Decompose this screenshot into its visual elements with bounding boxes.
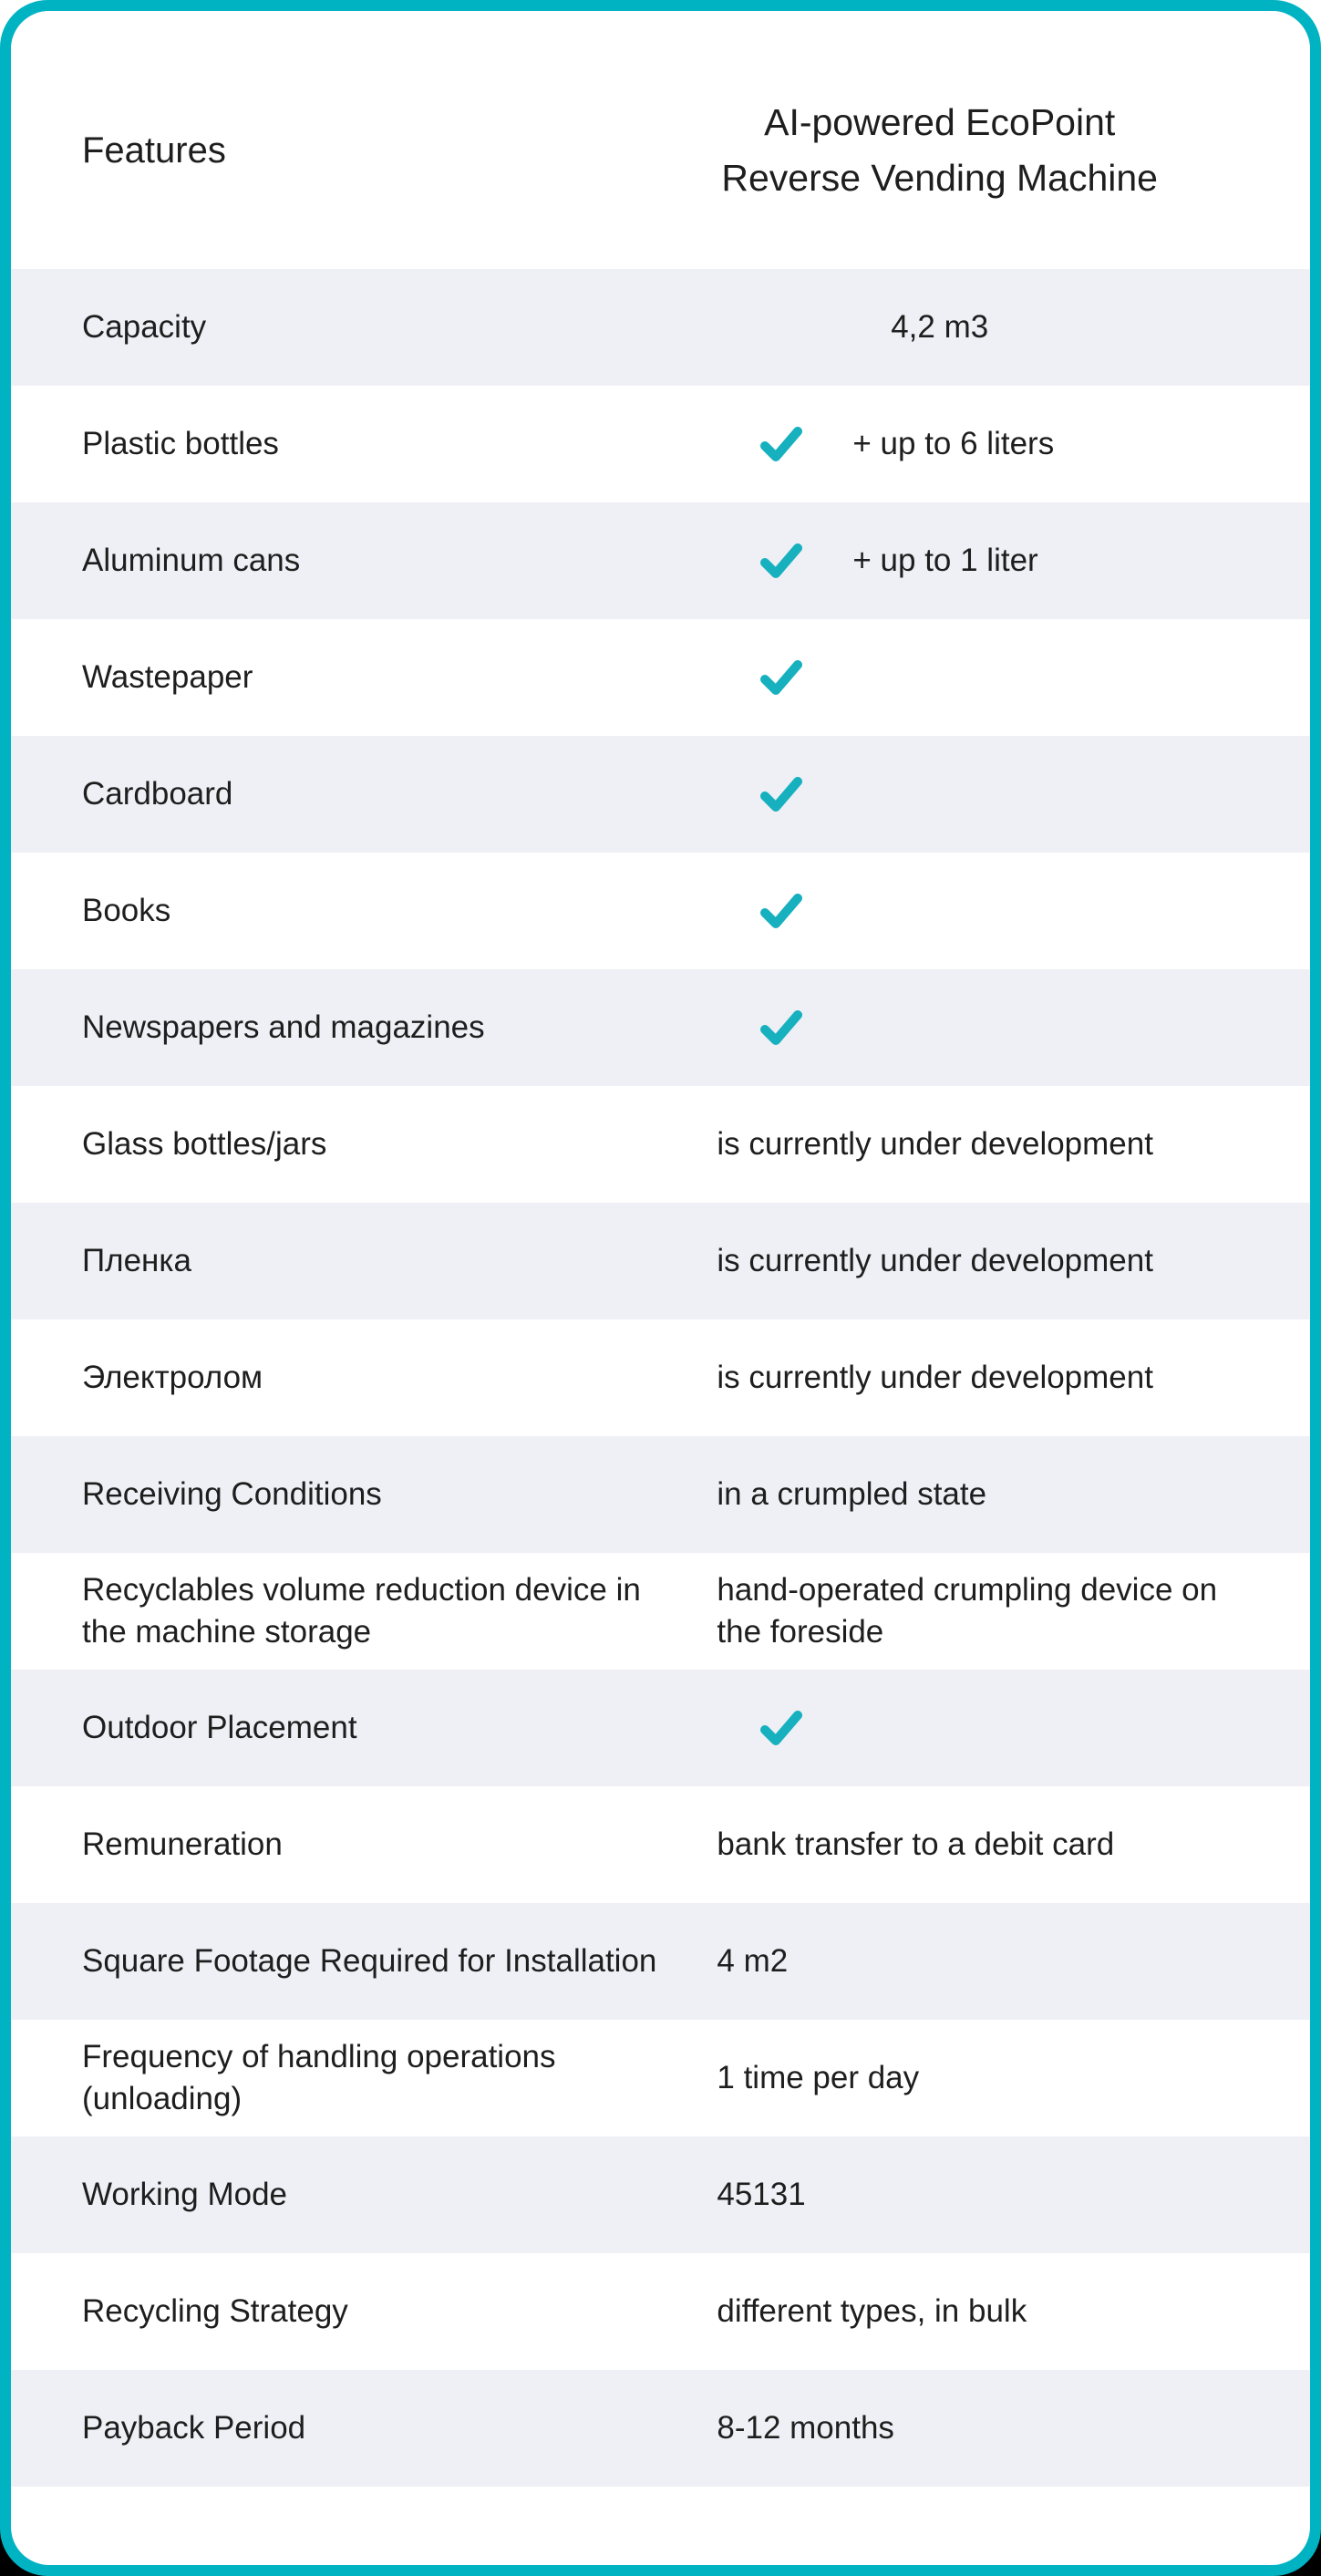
- feature-value-text: is currently under development: [717, 1126, 1153, 1162]
- feature-name: Recyclables volume reduction device in t…: [82, 1572, 641, 1650]
- table-row: Remuneration bank transfer to a debit ca…: [11, 1786, 1310, 1903]
- feature-value: + up to 1 liter: [706, 540, 1310, 582]
- feature-value: + up to 6 liters: [706, 423, 1310, 465]
- feature-value: 45131: [706, 2174, 1310, 2216]
- feature-value-text: + up to 6 liters: [852, 426, 1055, 461]
- feature-value: different types, in bulk: [706, 2291, 1310, 2333]
- feature-value: is currently under development: [706, 1240, 1310, 1282]
- feature-table-body: Capacity 4,2 m3 Plastic bottles + up to …: [11, 269, 1310, 2487]
- check-icon: [760, 1009, 803, 1046]
- check-icon: [760, 1710, 803, 1746]
- feature-name: Cardboard: [82, 776, 233, 812]
- feature-value-text: different types, in bulk: [717, 2293, 1027, 2329]
- table-row: Receiving Conditions in a crumpled state: [11, 1436, 1310, 1553]
- table-row: Пленка is currently under development: [11, 1203, 1310, 1319]
- feature-value: 4 m2: [706, 1940, 1310, 1982]
- feature-value-text: + up to 1 liter: [852, 543, 1038, 578]
- table-row: Recyclables volume reduction device in t…: [11, 1553, 1310, 1670]
- feature-value-text: 45131: [717, 2177, 806, 2212]
- check-icon: [760, 543, 803, 579]
- product-column-header: AI-powered EcoPoint Reverse Vending Mach…: [706, 95, 1310, 206]
- table-row: Capacity 4,2 m3: [11, 269, 1310, 386]
- table-row: Plastic bottles + up to 6 liters: [11, 386, 1310, 502]
- feature-value: 4,2 m3: [706, 306, 1310, 348]
- table-row: Square Footage Required for Installation…: [11, 1903, 1310, 2020]
- feature-name: Newspapers and magazines: [82, 1009, 485, 1045]
- feature-value: hand-operated crumpling device on the fo…: [706, 1569, 1310, 1653]
- feature-value: 1 time per day: [706, 2057, 1310, 2099]
- feature-name: Books: [82, 893, 171, 928]
- feature-value: bank transfer to a debit card: [706, 1824, 1310, 1866]
- feature-value-text: 8-12 months: [717, 2410, 894, 2446]
- feature-value-text: 4 m2: [717, 1943, 789, 1979]
- feature-name: Электролом: [82, 1360, 263, 1395]
- table-row: Books: [11, 853, 1310, 969]
- features-column-header: Features: [82, 129, 226, 171]
- feature-name: Payback Period: [82, 2410, 306, 2446]
- table-row: Электролом is currently under developmen…: [11, 1319, 1310, 1436]
- feature-name: Frequency of handling operations (unload…: [82, 2039, 556, 2116]
- feature-value-text: is currently under development: [717, 1243, 1153, 1278]
- feature-value: is currently under development: [706, 1123, 1310, 1165]
- feature-name: Capacity: [82, 309, 207, 345]
- table-row: Aluminum cans + up to 1 liter: [11, 502, 1310, 619]
- feature-name: Remuneration: [82, 1826, 283, 1862]
- table-row: Wastepaper: [11, 619, 1310, 736]
- table-row: Frequency of handling operations (unload…: [11, 2020, 1310, 2136]
- feature-value-text: 1 time per day: [717, 2060, 920, 2095]
- check-icon: [760, 776, 803, 812]
- feature-value: [706, 659, 1310, 696]
- table-row: Glass bottles/jars is currently under de…: [11, 1086, 1310, 1203]
- product-title: AI-powered EcoPoint Reverse Vending Mach…: [721, 100, 1158, 199]
- table-header-row: Features AI-powered EcoPoint Reverse Ven…: [11, 11, 1310, 269]
- table-row: Cardboard: [11, 736, 1310, 853]
- table-row: Payback Period 8-12 months: [11, 2370, 1310, 2487]
- table-row: Outdoor Placement: [11, 1670, 1310, 1786]
- features-card: Features AI-powered EcoPoint Reverse Ven…: [11, 11, 1310, 2565]
- feature-name: Receiving Conditions: [82, 1476, 382, 1512]
- feature-value-text: 4,2 m3: [891, 309, 989, 345]
- feature-value-text: hand-operated crumpling device on the fo…: [717, 1572, 1218, 1650]
- feature-value: is currently under development: [706, 1357, 1310, 1399]
- feature-value: [706, 776, 1310, 812]
- feature-name: Working Mode: [82, 2177, 288, 2212]
- feature-name: Outdoor Placement: [82, 1710, 357, 1745]
- table-row: Working Mode 45131: [11, 2136, 1310, 2253]
- feature-name: Glass bottles/jars: [82, 1126, 327, 1162]
- feature-name: Aluminum cans: [82, 543, 301, 578]
- feature-value: [706, 1710, 1310, 1746]
- feature-name: Wastepaper: [82, 659, 253, 695]
- check-icon: [760, 426, 803, 462]
- feature-name: Plastic bottles: [82, 426, 279, 461]
- feature-name: Пленка: [82, 1243, 191, 1278]
- feature-name: Square Footage Required for Installation: [82, 1943, 657, 1979]
- feature-value: 8-12 months: [706, 2407, 1310, 2449]
- feature-value: [706, 893, 1310, 929]
- feature-name: Recycling Strategy: [82, 2293, 348, 2329]
- check-icon: [760, 893, 803, 929]
- feature-value-text: in a crumpled state: [717, 1476, 987, 1512]
- feature-value-text: bank transfer to a debit card: [717, 1826, 1115, 1862]
- table-row: Recycling Strategy different types, in b…: [11, 2253, 1310, 2370]
- feature-value-text: is currently under development: [717, 1360, 1153, 1395]
- feature-value: in a crumpled state: [706, 1474, 1310, 1516]
- feature-value: [706, 1009, 1310, 1046]
- check-icon: [760, 659, 803, 696]
- table-row: Newspapers and magazines: [11, 969, 1310, 1086]
